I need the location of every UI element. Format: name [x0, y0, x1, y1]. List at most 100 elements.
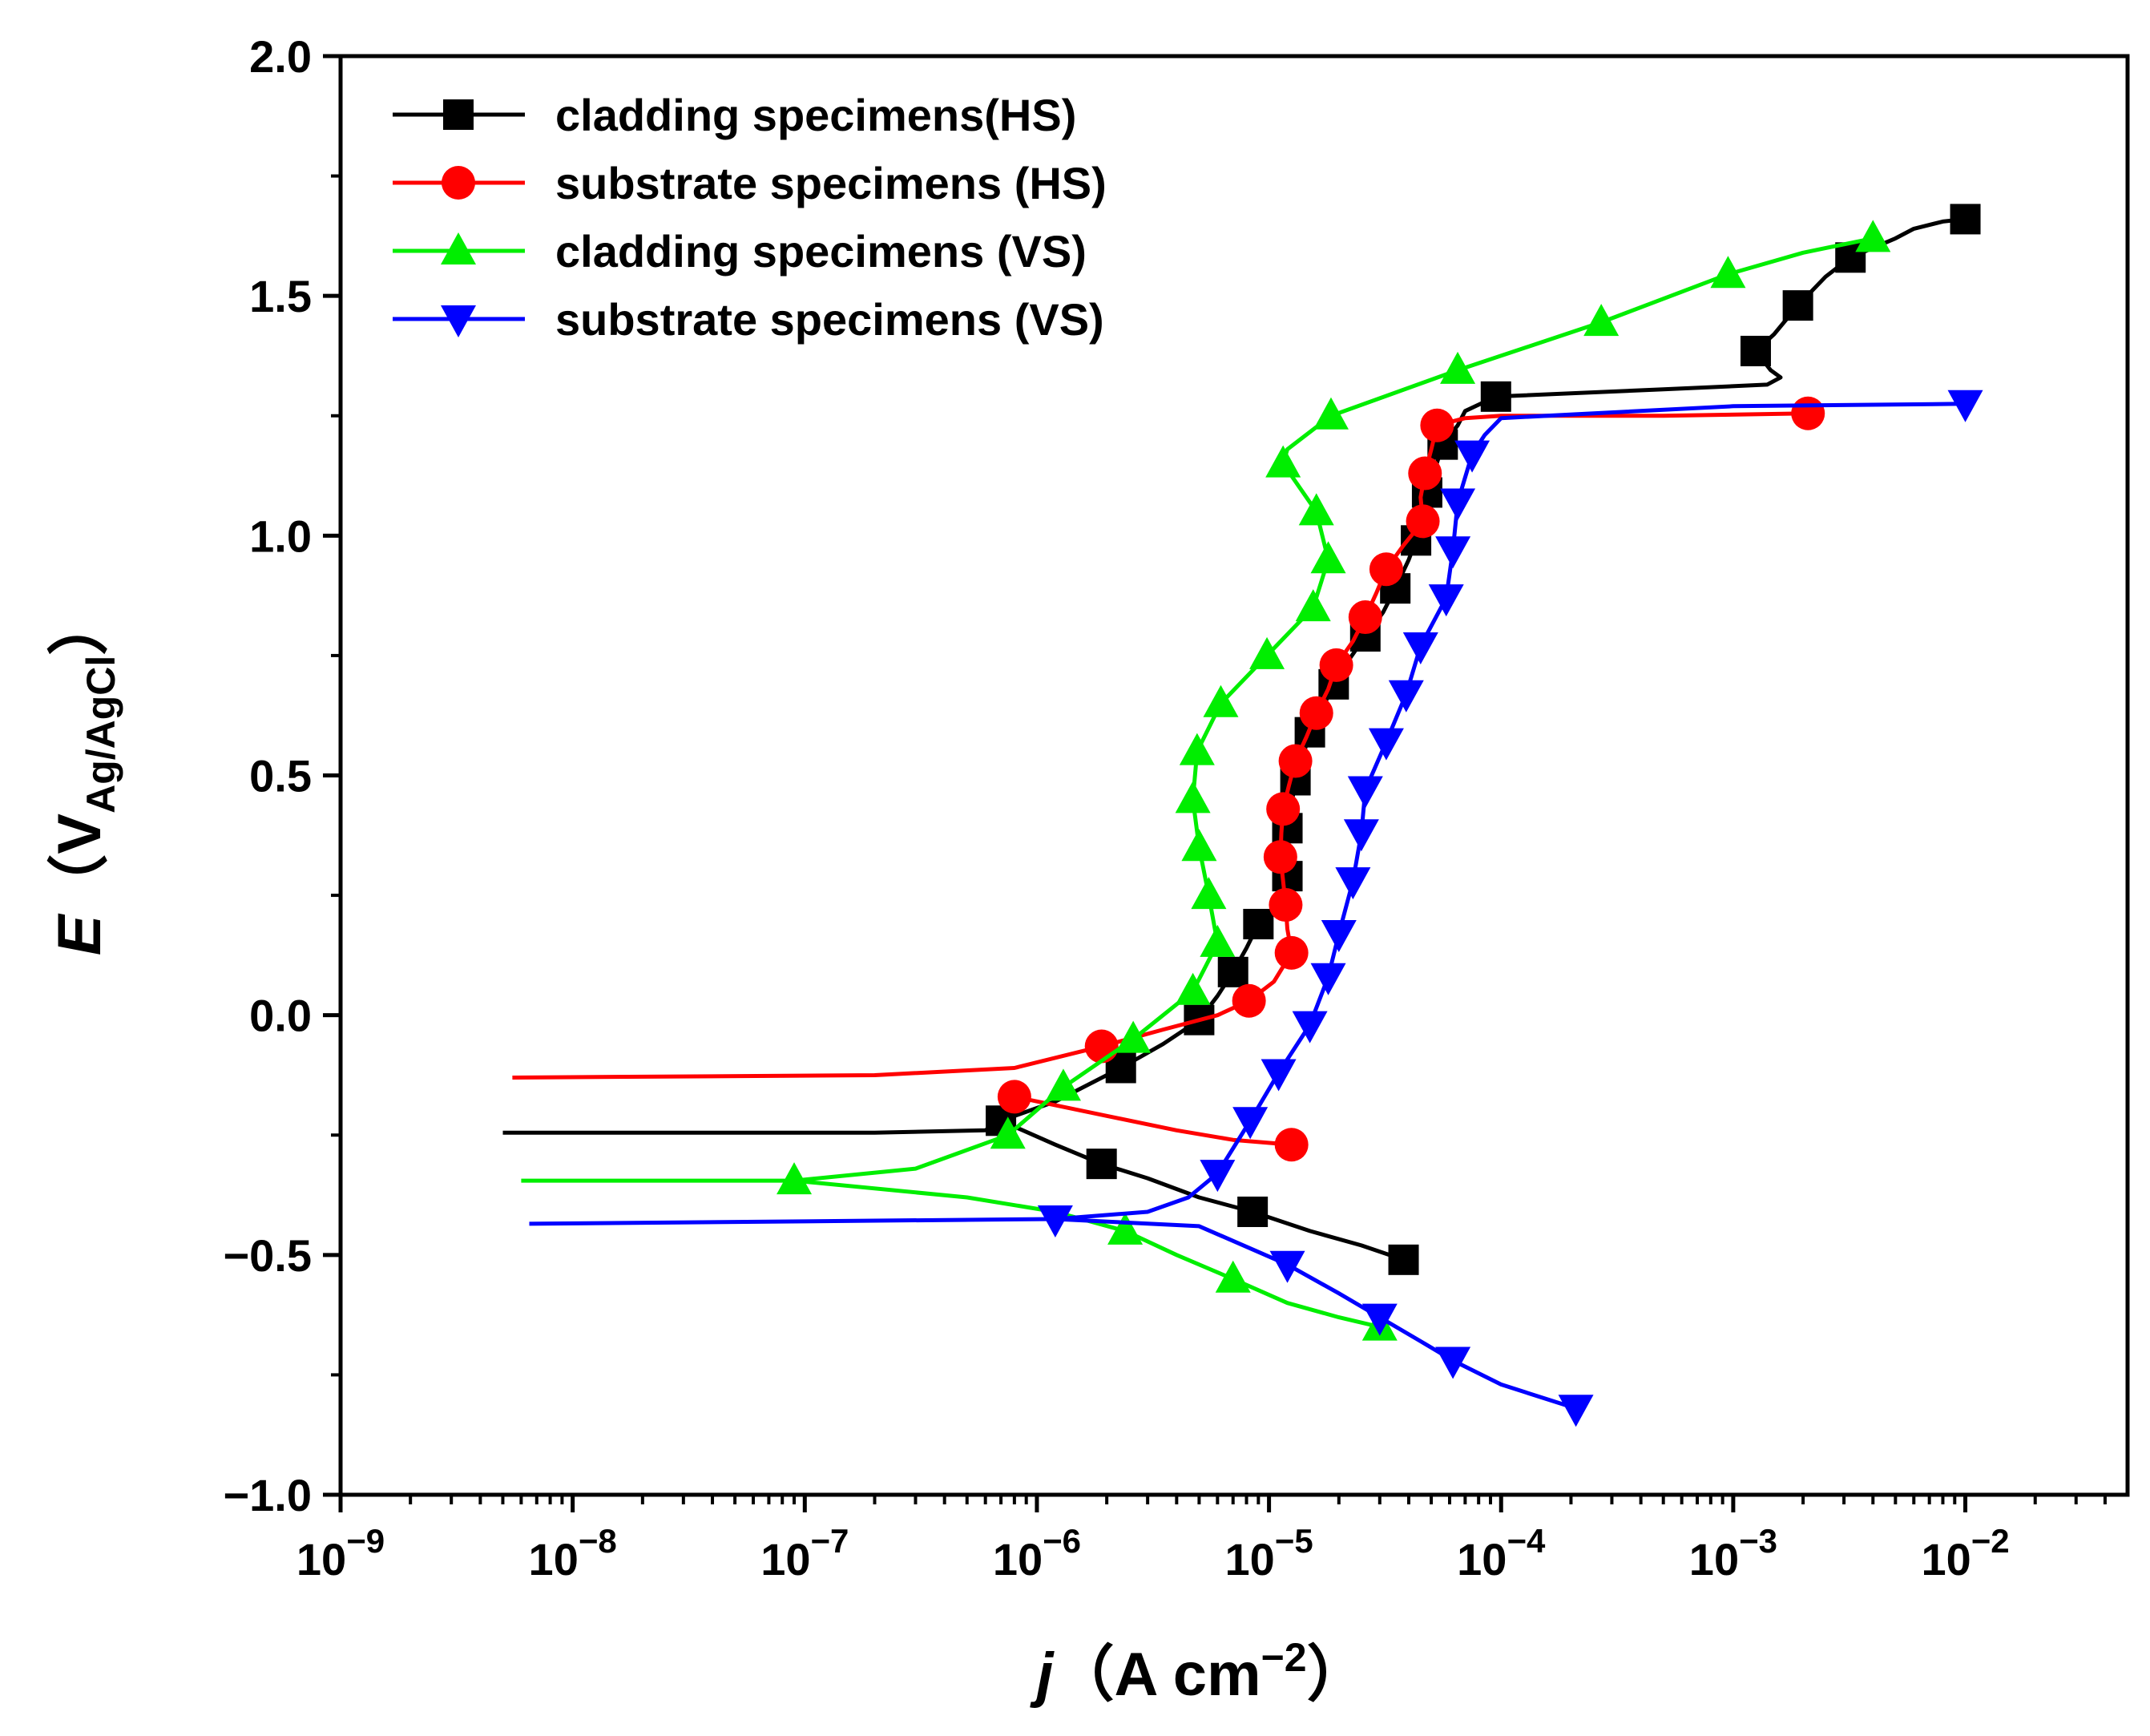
- y-tick-label: 1.5: [249, 271, 312, 321]
- y-axis-open: （: [46, 854, 114, 915]
- legend-marker: [443, 99, 474, 130]
- data-point: [1947, 390, 1983, 422]
- legend-marker: [441, 305, 476, 337]
- data-point: [1181, 829, 1217, 862]
- data-point: [1740, 335, 1771, 366]
- data-point: [1274, 1128, 1309, 1162]
- data-point: [1175, 972, 1211, 1005]
- y-axis-title: E（VAg/AgCl）: [46, 595, 123, 956]
- series-4: [529, 390, 1983, 1427]
- data-point: [990, 1116, 1026, 1149]
- data-point: [1388, 1244, 1419, 1275]
- data-point: [1310, 541, 1346, 574]
- y-axis-unit-sub: Ag/AgCl: [79, 656, 123, 813]
- data-point: [1115, 1020, 1152, 1053]
- data-point: [1237, 1196, 1269, 1227]
- x-tick-label: 10−5: [1225, 1522, 1313, 1585]
- y-tick-label: 1.0: [249, 511, 312, 561]
- x-tick-label: 10−3: [1689, 1522, 1777, 1585]
- legend-marker: [441, 232, 476, 264]
- series-layer: [502, 204, 1983, 1427]
- data-point: [1215, 1260, 1251, 1293]
- x-tick-label: 10−9: [296, 1522, 385, 1585]
- data-point: [1710, 256, 1746, 289]
- data-point: [1037, 1205, 1073, 1237]
- y-tick-label: 0.0: [249, 991, 312, 1041]
- data-point: [1175, 781, 1211, 813]
- data-point: [1435, 536, 1471, 569]
- data-point: [1200, 924, 1236, 957]
- data-point: [1343, 819, 1379, 852]
- data-point: [1406, 504, 1440, 539]
- x-tick-label: 10−7: [760, 1522, 849, 1585]
- y-tick-label: −0.5: [223, 1230, 312, 1281]
- y-axis-symbol: E: [46, 913, 114, 955]
- data-point: [1369, 552, 1403, 587]
- legend-marker: [442, 166, 475, 200]
- data-point: [1107, 1212, 1144, 1245]
- legend-label: cladding specimens(HS): [555, 90, 1076, 140]
- x-axis-open: （: [1054, 1641, 1115, 1709]
- series-line-cathodic: [1014, 1094, 1292, 1147]
- data-point: [1558, 1395, 1594, 1427]
- data-point: [1179, 733, 1215, 765]
- data-point: [1335, 867, 1371, 900]
- series-line-cathodic: [1000, 1119, 1405, 1262]
- data-point: [1263, 840, 1297, 874]
- data-point: [1347, 776, 1383, 809]
- legend-label: substrate specimens (VS): [555, 294, 1104, 345]
- data-point: [1313, 397, 1349, 430]
- data-point: [1408, 456, 1442, 491]
- data-point: [1084, 1029, 1119, 1064]
- y-tick-label: 0.5: [249, 751, 312, 801]
- data-point: [1200, 1160, 1236, 1193]
- data-point: [1261, 1059, 1297, 1092]
- data-point: [1440, 351, 1476, 384]
- data-point: [1583, 304, 1620, 337]
- series-1: [502, 204, 1981, 1275]
- x-axis-close: ）: [1307, 1641, 1368, 1709]
- data-point: [1791, 396, 1825, 430]
- data-point: [777, 1162, 813, 1195]
- data-point: [1402, 632, 1438, 664]
- data-point: [1440, 488, 1476, 521]
- data-point: [1319, 648, 1353, 682]
- data-point: [1299, 696, 1333, 730]
- data-point: [1855, 220, 1891, 252]
- x-axis-unit: A cm: [1115, 1641, 1261, 1709]
- data-point: [1454, 440, 1490, 473]
- x-tick-label: 10−4: [1457, 1522, 1546, 1585]
- data-point: [1950, 204, 1981, 235]
- data-point: [1782, 290, 1813, 321]
- data-point: [1310, 963, 1346, 995]
- series-line-cathodic: [793, 1178, 1381, 1330]
- data-point: [1269, 1250, 1305, 1283]
- series-3: [521, 220, 1891, 1341]
- data-point: [1361, 1303, 1398, 1336]
- data-point: [1265, 445, 1301, 478]
- data-point: [1292, 1011, 1328, 1044]
- legend-label: cladding specimens (VS): [555, 226, 1087, 277]
- data-point: [1045, 1068, 1081, 1101]
- x-tick-label: 10−8: [529, 1522, 617, 1585]
- data-point: [1274, 935, 1309, 970]
- data-point: [1266, 792, 1301, 826]
- data-point: [1217, 956, 1248, 987]
- data-point: [1388, 680, 1424, 713]
- data-point: [1428, 584, 1464, 617]
- data-point: [1278, 744, 1313, 778]
- data-point: [1435, 1346, 1471, 1379]
- y-tick-label: 2.0: [249, 31, 312, 82]
- x-tick-label: 10−6: [993, 1522, 1081, 1585]
- data-point: [1086, 1149, 1117, 1180]
- data-point: [1420, 408, 1454, 442]
- axes-layer: 2.0 1.5 1.0 0.5 0.0 −0.5 −1.010−9 10−8 10−7 10−6 1…: [223, 31, 2107, 1585]
- data-point: [1295, 589, 1331, 622]
- data-point: [1480, 381, 1511, 412]
- data-point: [1368, 728, 1404, 761]
- plot-frame: [338, 54, 2130, 1497]
- x-tick-label: 10−2: [1921, 1522, 2009, 1585]
- data-point: [1249, 636, 1285, 669]
- data-point: [1243, 908, 1274, 939]
